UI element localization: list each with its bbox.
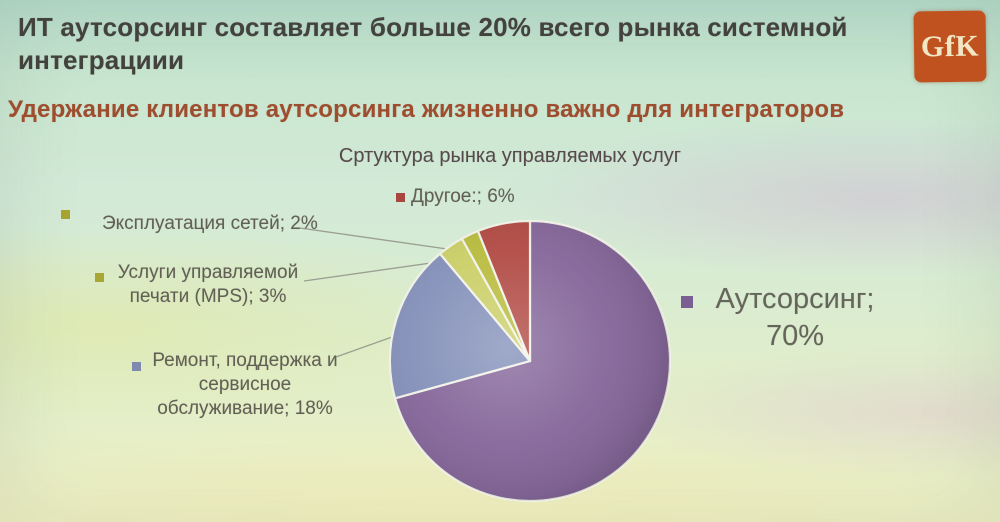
callout-mps-line2: печати (MPS); 3% [129,286,287,307]
legend-marker-repair [132,362,141,371]
callout-outsourcing-line2: 70% [765,320,825,352]
callout-networks: Эксплуатация сетей; 2% [102,212,318,236]
callout-mps: Услуги управляемой печати (MPS); 3% [108,261,308,309]
callout-mps-line1: Услуги управляемой [117,262,299,283]
pie-shading-overlay [390,221,670,501]
callout-networks-line: Эксплуатация сетей; 2% [102,213,318,234]
callout-repair-line3: обслуживание; 18% [157,398,333,419]
callout-repair: Ремонт, поддержка и сервисное обслуживан… [140,349,350,421]
callout-other-line: Другое:; 6% [411,186,515,207]
pie-chart [388,219,672,503]
legend-marker-outsourcing [681,296,693,308]
chart-title: Сртуктура рынка управляемых услуг [338,145,682,167]
callout-outsourcing: Аутсорсинг; 70% [700,281,890,355]
legend-marker-other [396,193,405,202]
callout-repair-line1: Ремонт, поддержка и [152,350,338,371]
slide-subtitle: Удержание клиентов аутсорсинга жизненно … [8,96,845,123]
legend-marker-mps [95,273,104,282]
callout-repair-line2: сервисное [198,374,292,395]
gfk-logo: GfK [913,10,987,83]
callout-outsourcing-line1: Аутсорсинг; [715,283,875,315]
callout-other: Другое:; 6% [411,185,515,209]
gfk-logo-text: GfK [920,29,980,63]
legend-marker-networks [61,210,70,219]
slide-title: ИТ аутсорсинг составляет больше 20% всег… [18,12,848,75]
